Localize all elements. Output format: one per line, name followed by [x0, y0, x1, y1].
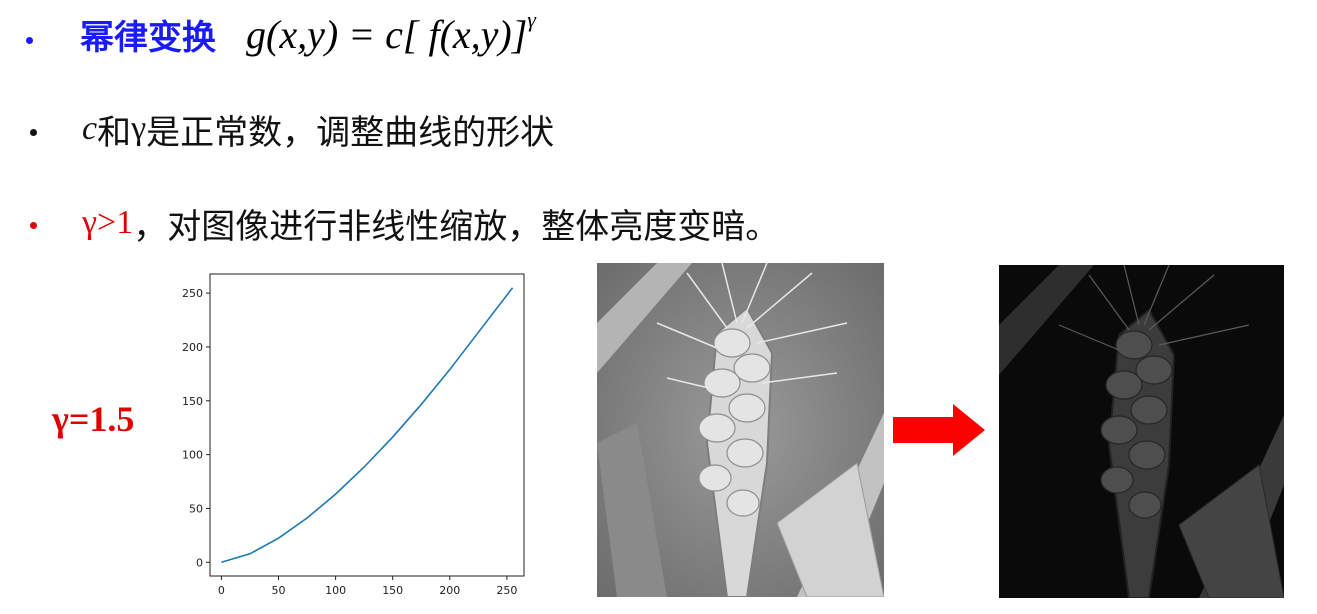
- gamma-curve-chart: 0 50 100 150 200 250 0 50 100 150 200 250: [182, 273, 525, 597]
- curve-series-line: [221, 287, 514, 564]
- bullet-dot: [30, 222, 37, 229]
- text-and: 和: [97, 112, 132, 153]
- x-tick-label: 200: [439, 584, 460, 597]
- x-tick-label: 150: [382, 584, 403, 597]
- wheat-ear-darkened-image: [999, 265, 1284, 598]
- constants-description: 是正常数，调整曲线的形状: [146, 112, 555, 153]
- formula-base: g(x,y) = c[ f(x,y)]: [246, 11, 528, 57]
- wheat-ear-original-image: [597, 263, 884, 597]
- gamma-condition: γ>1: [82, 204, 134, 241]
- x-tick-label: 100: [325, 584, 346, 597]
- bullet-gamma-condition: γ>1 ，对图像进行非线性缩放，整体亮度变暗。: [82, 198, 779, 248]
- plot-frame: [209, 273, 525, 577]
- y-tick-label: 200: [182, 341, 203, 354]
- bullet-dot: [26, 37, 33, 44]
- y-tick-label: 250: [182, 287, 203, 300]
- bullet-dot: [30, 129, 37, 136]
- bullet-constants: c 和 γ 是正常数，调整曲线的形状: [82, 104, 554, 154]
- condition-description: ，对图像进行非线性缩放，整体亮度变暗。: [133, 206, 780, 247]
- var-c: c: [82, 110, 98, 147]
- y-tick-label: 150: [182, 395, 203, 408]
- x-tick-label: 0: [218, 584, 225, 597]
- x-tick-label: 250: [496, 584, 517, 597]
- var-gamma: γ: [131, 110, 147, 147]
- bullet-power-law: 幂律变换 g(x,y) = c[ f(x,y)]γ: [80, 6, 536, 62]
- y-tick-label: 100: [182, 449, 203, 462]
- section-title: 幂律变换: [80, 17, 216, 58]
- formula-exponent: γ: [527, 7, 536, 33]
- power-law-formula: g(x,y) = c[ f(x,y)]γ: [246, 7, 536, 58]
- gamma-value-label: γ=1.5: [52, 399, 135, 439]
- x-tick-label: 50: [272, 584, 286, 597]
- right-arrow-icon: [893, 404, 985, 456]
- y-tick-label: 50: [189, 502, 203, 515]
- y-tick-label: 0: [196, 556, 203, 569]
